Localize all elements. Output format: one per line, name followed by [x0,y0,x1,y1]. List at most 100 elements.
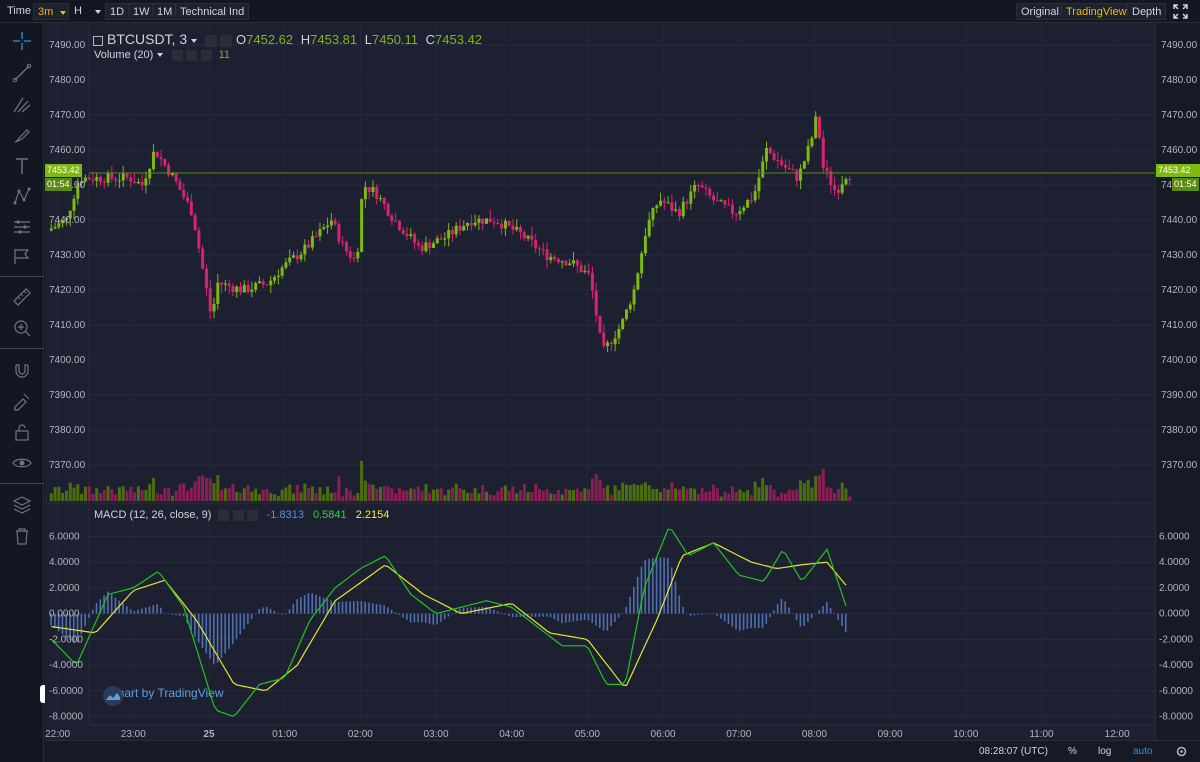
volume-bar [95,488,99,501]
eye-icon[interactable] [218,509,230,521]
candle-body [613,338,617,345]
macd-hist-bar [231,613,234,645]
price-tick-label: 7470.00 [49,110,86,121]
eye-icon[interactable] [172,49,184,61]
collapse-legend-icon[interactable] [93,35,103,46]
volume-label[interactable]: Volume (20) [94,49,154,61]
interval-select[interactable]: 3m [33,3,69,20]
volume-bar [87,486,91,501]
pitchfork-icon[interactable] [11,93,33,115]
macd-hist-bar [110,594,113,614]
prediction-icon[interactable] [11,216,33,238]
close-icon[interactable] [200,49,212,61]
candle-body [817,116,821,138]
macd-hist-bar [133,610,136,614]
fullscreen-icon[interactable] [1172,3,1189,20]
volume-bar [170,495,174,501]
gear-icon[interactable] [1175,745,1188,761]
macd-hist-bar [670,567,673,614]
crosshair-icon[interactable] [11,30,33,52]
macd-hist-bar [163,613,166,615]
candle-body [416,242,420,246]
candle-body [496,222,500,224]
macd-hist-bar [303,595,306,614]
chart-canvas[interactable]: 7490.007480.007470.007460.007450.007440.… [45,23,1155,762]
range-1d-button[interactable]: 1D [105,3,130,20]
macd-hist-bar [167,613,170,615]
zoom-in-icon[interactable] [11,317,33,339]
macd-hist-bar [80,613,83,635]
percent-toggle[interactable]: % [1068,746,1077,757]
range-1m-button[interactable]: 1M [152,3,178,20]
macd-hist-bar [387,607,389,614]
macd-hist-bar [587,613,590,621]
macd-hist-bar [421,613,423,623]
candle-body [541,249,545,251]
eye-icon[interactable] [11,452,33,474]
macd-hist-bar [137,609,139,614]
settings-icon[interactable] [204,34,217,47]
candle-body [564,261,568,266]
chart-style-select[interactable]: H [70,3,105,20]
view-tradingview-tab[interactable]: TradingView [1061,3,1132,20]
macd-hist-bar [383,605,385,614]
candle-body [288,257,292,263]
macd-hist-bar [288,609,291,614]
macd-hist-bar [322,597,325,614]
text-tool-icon[interactable] [11,155,33,177]
candle-body [413,234,417,243]
macd-hist-bar [791,613,794,615]
gear-icon[interactable] [186,49,198,61]
macd-hist-bar [844,613,847,633]
volume-bar [783,493,787,501]
utc-clock[interactable]: 08:28:07 (UTC) [979,746,1048,757]
candle-body [621,319,625,330]
macd-hist-bar [292,604,295,614]
view-depth-tab[interactable]: Depth [1127,3,1167,20]
auto-scale-toggle[interactable]: auto [1133,746,1153,757]
candle-body [379,198,383,200]
time-tick-label: 11:00 [1029,729,1054,740]
volume-bar [708,491,712,501]
ruler-icon[interactable] [11,286,33,308]
candle-body [583,270,587,273]
technical-indicators-button[interactable]: Technical Ind [175,3,250,20]
macd-hist-bar [205,613,208,654]
pattern-icon[interactable] [11,185,33,207]
candle-body [242,284,246,293]
trash-icon[interactable] [11,525,33,547]
volume-bar [806,479,810,501]
candle-body [53,226,57,229]
close-icon[interactable] [246,509,258,521]
brush-icon[interactable] [11,124,33,146]
layers-icon[interactable] [11,494,33,516]
chart-pane[interactable]: 7490.007480.007470.007460.007450.007440.… [45,23,1155,762]
right-price-scale[interactable]: 7490.007480.007470.007460.007450.007440.… [1155,23,1200,740]
gear-icon[interactable] [220,34,233,47]
range-1w-button[interactable]: 1W [128,3,155,20]
volume-bar [356,492,360,501]
view-original-tab[interactable]: Original [1016,3,1064,20]
symbol-name[interactable]: BTCUSDT, 3 [107,31,188,47]
candle-body [208,288,212,312]
log-toggle[interactable]: log [1098,746,1112,757]
volume-bar [163,488,167,501]
candle-body [719,200,723,202]
macd-left-axis: 6.0000 4.0000 2.0000 0.0000 -2.0000 -4.0000 -6… [49,531,83,722]
tradingview-watermark[interactable]: Chart by TradingView [101,685,224,707]
volume-bar [545,489,549,501]
gear-icon[interactable] [232,509,244,521]
collapse-sidebar-handle[interactable] [40,685,48,703]
lock-drawing-icon[interactable] [11,390,33,412]
unlock-icon[interactable] [11,421,33,443]
macd-label[interactable]: MACD (12, 26, close, 9) [94,509,212,521]
candlesticks [49,111,852,352]
volume-bar [662,488,666,501]
volume-bar [469,493,473,501]
volume-bar [583,488,587,501]
flag-icon[interactable] [11,245,33,267]
trend-line-icon[interactable] [11,62,33,84]
magnet-icon[interactable] [11,359,33,381]
candle-body [114,178,118,181]
candle-body [746,200,750,208]
